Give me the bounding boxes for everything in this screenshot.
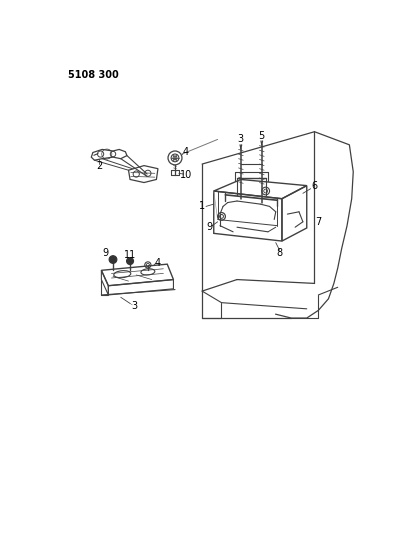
Text: 4: 4 — [154, 257, 160, 268]
Circle shape — [126, 257, 133, 264]
Text: 7: 7 — [315, 217, 322, 227]
Text: 5108 300: 5108 300 — [68, 70, 119, 80]
Text: 10: 10 — [180, 170, 192, 180]
Text: 8: 8 — [277, 248, 283, 257]
Text: 3: 3 — [132, 301, 138, 311]
Text: 5: 5 — [259, 131, 265, 141]
Circle shape — [109, 256, 117, 263]
Text: 9: 9 — [207, 222, 213, 232]
Text: 6: 6 — [311, 181, 317, 191]
Text: 1: 1 — [199, 201, 205, 212]
Text: 2: 2 — [96, 161, 102, 172]
Text: 9: 9 — [102, 248, 108, 259]
Text: 4: 4 — [183, 147, 189, 157]
Text: 11: 11 — [124, 250, 136, 260]
Text: 3: 3 — [238, 134, 244, 144]
